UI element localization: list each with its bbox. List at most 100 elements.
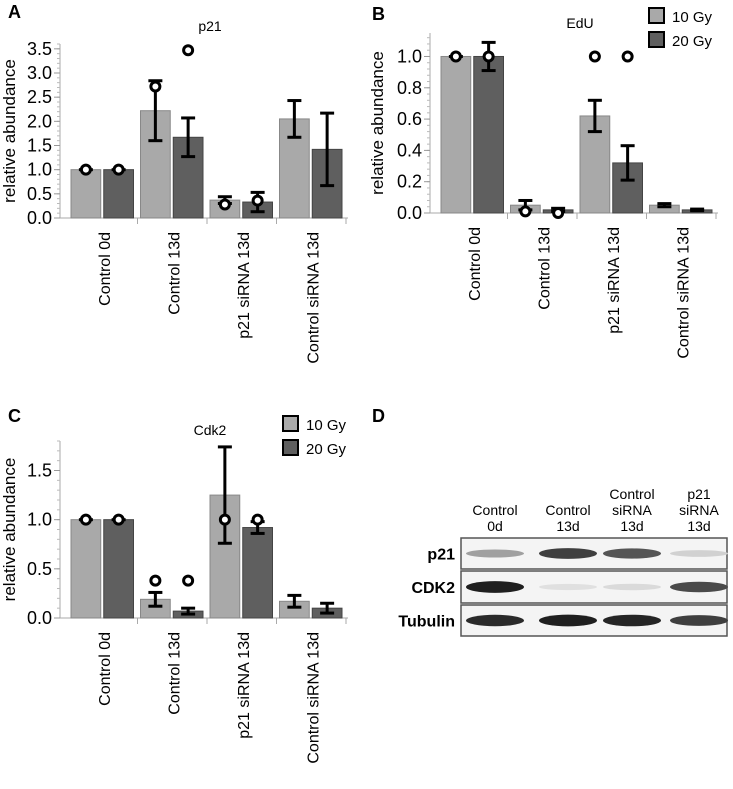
lane-label: 13d (620, 518, 643, 534)
category-label: Control 13d (536, 227, 553, 310)
legend-swatch (282, 415, 299, 432)
blot-band (670, 550, 728, 557)
blot-band (603, 548, 661, 559)
chart-p21: p21 0.0 0.5 1.0 1.5 2.0 2.5 3.0 3.5 relative abun… (0, 18, 348, 364)
blot-band (603, 583, 661, 591)
blot-band (670, 581, 728, 593)
blot-row-label: Tubulin (398, 614, 455, 631)
y-tick-label: 0.6 (397, 109, 422, 129)
y-tick-label: 1.5 (27, 461, 52, 481)
panel-label-c: C (8, 406, 21, 426)
legend-label: 20 Gy (306, 441, 347, 458)
bar-10gy (70, 169, 102, 219)
data-point (251, 513, 264, 526)
bar-20gy (103, 519, 134, 619)
y-tick-label: 1.0 (27, 510, 52, 530)
chart-edu: EdU 0.0 0.2 0.4 0.6 0.8 1.0 relative abundance C… (368, 7, 718, 359)
category-label: Control 0d (97, 632, 114, 706)
legend-swatch (282, 439, 299, 456)
y-axis-label: relative abundance (0, 458, 19, 602)
data-point (149, 80, 162, 93)
blot-band (466, 581, 524, 593)
blot-band (539, 548, 597, 559)
blot-band (670, 615, 728, 626)
data-point (621, 50, 634, 63)
legend-label: 20 Gy (672, 33, 713, 50)
blot-band (539, 583, 597, 591)
western-blot: Control0dControl13dControlsiRNA13dp21siR… (398, 486, 728, 637)
y-tick-label: 0.0 (397, 203, 422, 223)
y-axis-label: relative abundance (368, 51, 387, 195)
category-label: p21 siRNA 13d (236, 632, 253, 739)
legend-label: 10 Gy (672, 9, 713, 26)
chart-title: EdU (566, 15, 593, 31)
y-tick-label: 0.2 (397, 172, 422, 192)
lane-label: siRNA (679, 502, 719, 518)
data-point (218, 513, 231, 526)
lane-label: 13d (687, 518, 710, 534)
chart-title: p21 (198, 18, 222, 34)
lane-label: Control (545, 502, 590, 518)
blot-row-label: CDK2 (411, 580, 455, 597)
category-label: Control 13d (166, 232, 183, 315)
panel-label-d: D (372, 406, 385, 426)
y-axis-label: relative abundance (0, 59, 19, 203)
bar-20gy (103, 169, 134, 219)
category-label: Control 13d (166, 632, 183, 715)
blot-band (539, 614, 597, 627)
blot-row-label: p21 (427, 547, 455, 564)
panel-label-b: B (372, 4, 385, 24)
data-point (79, 163, 92, 176)
blot-band (466, 549, 524, 558)
data-point (112, 513, 125, 526)
category-label: Control 0d (97, 232, 114, 306)
data-point (182, 574, 195, 587)
y-tick-label: 0.0 (27, 208, 52, 228)
y-tick-label: 0.4 (397, 140, 422, 160)
y-tick-label: 2.5 (27, 87, 52, 107)
blot-band (603, 614, 661, 627)
panel-label-a: A (8, 2, 21, 22)
chart-title: Cdk2 (194, 422, 227, 438)
data-point (251, 194, 264, 207)
data-point (552, 207, 565, 219)
data-point (519, 205, 532, 218)
y-tick-label: 1.0 (27, 160, 52, 180)
data-point (149, 574, 162, 587)
category-label: p21 siRNA 13d (236, 232, 253, 339)
y-tick-label: 0.8 (397, 78, 422, 98)
legend-swatch (648, 31, 665, 48)
lane-label: Control (609, 486, 654, 502)
bar-20gy (242, 527, 273, 619)
lane-label: 0d (487, 518, 503, 534)
y-tick-label: 2.0 (27, 111, 52, 131)
lane-label: Control (472, 502, 517, 518)
category-label: p21 siRNA 13d (606, 227, 623, 334)
y-tick-label: 3.0 (27, 63, 52, 83)
y-tick-label: 0.5 (27, 184, 52, 204)
y-tick-label: 0.5 (27, 559, 52, 579)
data-point (449, 50, 462, 63)
lane-label: p21 (687, 486, 711, 502)
lane-label: 13d (556, 518, 579, 534)
category-label: Control siRNA 13d (675, 227, 692, 359)
data-point (588, 50, 601, 63)
data-point (482, 50, 495, 63)
category-label: Control siRNA 13d (305, 232, 322, 364)
y-tick-label: 1.0 (397, 46, 422, 66)
blot-band (466, 614, 524, 627)
data-point (112, 163, 125, 176)
y-tick-label: 1.5 (27, 136, 52, 156)
category-label: Control siRNA 13d (305, 632, 322, 764)
lane-label: siRNA (612, 502, 652, 518)
bar-10gy (440, 55, 472, 214)
y-tick-label: 0.0 (27, 608, 52, 628)
bar-10gy (70, 519, 102, 619)
legend-label: 10 Gy (306, 417, 347, 434)
data-point (79, 513, 92, 526)
bar-20gy (473, 55, 504, 214)
category-label: Control 0d (467, 227, 484, 301)
legend-swatch (648, 7, 665, 24)
chart-cdk2: Cdk2 0.0 0.5 1.0 1.5 relative abundance Contro… (0, 415, 348, 764)
